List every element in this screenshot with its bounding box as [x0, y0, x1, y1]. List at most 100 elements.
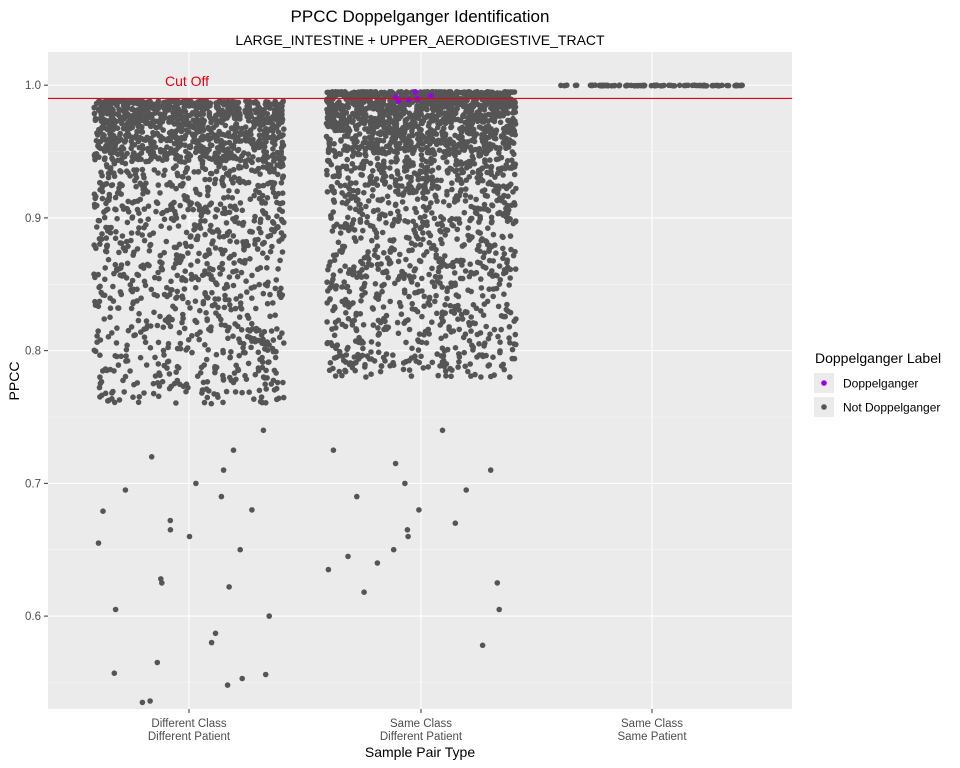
data-point [361, 190, 367, 196]
data-point [363, 204, 369, 210]
x-tick-label: Different Class [151, 718, 226, 730]
data-point [237, 314, 243, 320]
data-point [358, 235, 364, 241]
data-point [485, 363, 491, 369]
data-point [376, 350, 382, 356]
data-point [467, 361, 473, 367]
data-point [205, 347, 211, 353]
data-point [562, 83, 568, 89]
data-point [487, 157, 493, 163]
data-point [497, 263, 503, 269]
data-point [365, 353, 371, 359]
data-point [420, 237, 426, 243]
data-point [179, 320, 185, 326]
data-point [412, 242, 418, 248]
data-point [113, 262, 119, 268]
data-point [338, 112, 344, 118]
data-point [416, 360, 422, 366]
data-point [205, 125, 211, 131]
data-point [127, 368, 133, 374]
data-point [129, 230, 135, 236]
data-point [370, 187, 376, 193]
data-point [266, 613, 272, 619]
data-point [253, 188, 259, 194]
data-point [101, 133, 107, 139]
data-point [202, 400, 208, 406]
data-point [513, 186, 519, 192]
data-point [179, 136, 185, 142]
data-point [271, 220, 277, 226]
data-point [340, 200, 346, 206]
data-point [157, 111, 163, 117]
data-point [430, 279, 436, 285]
data-point [231, 233, 237, 239]
data-point [433, 89, 439, 95]
data-point [274, 326, 280, 332]
data-point [227, 274, 233, 280]
data-point [497, 281, 503, 287]
data-point [108, 135, 114, 141]
data-point [331, 190, 337, 196]
data-point [395, 142, 401, 148]
data-point [498, 120, 504, 126]
data-point [239, 259, 245, 265]
data-point [149, 112, 155, 118]
data-point [263, 132, 269, 138]
data-point [469, 107, 475, 113]
data-point [375, 243, 381, 249]
data-point [460, 316, 466, 322]
data-point [110, 182, 116, 188]
data-point [438, 237, 444, 243]
data-point [213, 245, 219, 251]
data-point [403, 206, 409, 212]
data-point [94, 224, 100, 230]
data-point [136, 311, 142, 317]
data-point [468, 289, 474, 295]
data-point [358, 219, 364, 225]
data-point [489, 215, 495, 221]
data-point [173, 306, 179, 312]
data-point [278, 286, 284, 292]
data-point [185, 250, 191, 256]
data-point [409, 346, 415, 352]
data-point [175, 171, 181, 177]
data-point [243, 98, 249, 104]
data-point [481, 312, 487, 318]
data-point [367, 175, 373, 181]
data-point [446, 203, 452, 209]
data-point [395, 209, 401, 215]
data-point [375, 560, 381, 566]
data-point [220, 350, 226, 356]
data-point [224, 282, 230, 288]
data-point [509, 202, 515, 208]
data-point [344, 352, 350, 358]
data-point [461, 350, 467, 356]
data-point [101, 316, 107, 322]
data-point [119, 273, 125, 279]
data-point [394, 157, 400, 163]
data-point [97, 284, 103, 290]
data-point [107, 142, 113, 148]
data-point [435, 279, 441, 285]
data-point [703, 83, 709, 89]
data-point [512, 172, 518, 178]
data-point [265, 181, 271, 187]
data-point [344, 285, 350, 291]
data-point [329, 100, 335, 106]
data-point [155, 380, 161, 386]
data-point [123, 374, 129, 380]
data-point [259, 394, 265, 400]
data-point [92, 191, 98, 197]
data-point [268, 162, 274, 168]
data-point [416, 507, 422, 513]
data-point [139, 118, 145, 124]
data-point [406, 358, 412, 364]
data-point [205, 379, 211, 385]
data-point [387, 142, 393, 148]
data-point [357, 100, 363, 106]
data-point [475, 102, 481, 108]
data-point [177, 330, 183, 336]
data-point [262, 375, 268, 381]
data-point [416, 347, 422, 353]
data-point [504, 302, 510, 308]
